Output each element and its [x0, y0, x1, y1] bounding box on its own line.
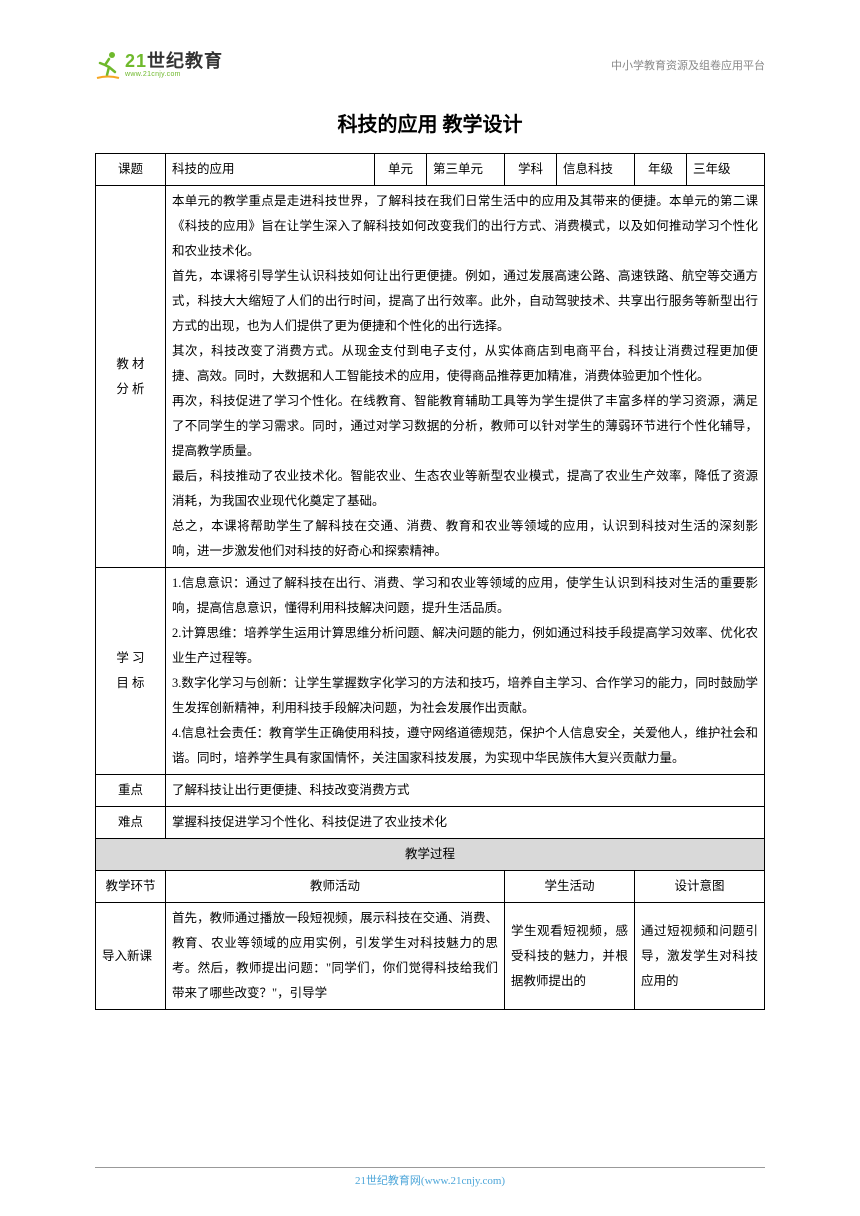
label-topic: 课题: [96, 154, 166, 186]
page-title: 科技的应用 教学设计: [95, 108, 765, 137]
runner-icon: [95, 50, 121, 80]
intent-1: 通过短视频和问题引导，激发学生对科技应用的: [635, 903, 765, 1010]
logo: 21世纪教育 www.21cnjy.com: [95, 50, 223, 80]
material-row: 教 材 分 析 本单元的教学重点是走进科技世界，了解科技在我们日常生活中的应用及…: [96, 186, 765, 568]
page-header: 21世纪教育 www.21cnjy.com 中小学教育资源及组卷应用平台: [95, 50, 765, 80]
col-intent: 设计意图: [635, 871, 765, 903]
col-student: 学生活动: [505, 871, 635, 903]
logo-plain: 世纪教育: [147, 51, 223, 71]
goals-row: 学 习 目 标 1.信息意识：通过了解科技在出行、消费、学习和农业等领域的应用，…: [96, 568, 765, 775]
logo-url: www.21cnjy.com: [125, 71, 223, 78]
difficulty-text: 掌握科技促进学习个性化、科技促进了农业技术化: [166, 807, 765, 839]
header-subtitle: 中小学教育资源及组卷应用平台: [611, 57, 765, 73]
label-material: 教 材 分 析: [96, 186, 166, 568]
focus-text: 了解科技让出行更便捷、科技改变消费方式: [166, 775, 765, 807]
process-header-row: 教学过程: [96, 839, 765, 871]
segment-1: 导入新课: [96, 903, 166, 1010]
label-difficulty: 难点: [96, 807, 166, 839]
difficulty-row: 难点 掌握科技促进学习个性化、科技促进了农业技术化: [96, 807, 765, 839]
value-unit: 第三单元: [427, 154, 505, 186]
focus-row: 重点 了解科技让出行更便捷、科技改变消费方式: [96, 775, 765, 807]
footer-divider: [95, 1167, 765, 1168]
lesson-plan-table: 课题 科技的应用 单元 第三单元 学科 信息科技 年级 三年级 教 材 分 析 …: [95, 153, 765, 1010]
process-row-1: 导入新课 首先，教师通过播放一段短视频，展示科技在交通、消费、教育、农业等领域的…: [96, 903, 765, 1010]
process-header: 教学过程: [96, 839, 765, 871]
student-1: 学生观看短视频，感受科技的魅力，并根据教师提出的: [505, 903, 635, 1010]
logo-accent: 21: [125, 51, 147, 71]
col-segment: 教学环节: [96, 871, 166, 903]
col-teacher: 教师活动: [166, 871, 505, 903]
value-subject: 信息科技: [557, 154, 635, 186]
label-focus: 重点: [96, 775, 166, 807]
material-text: 本单元的教学重点是走进科技世界，了解科技在我们日常生活中的应用及其带来的便捷。本…: [166, 186, 765, 568]
teacher-1: 首先，教师通过播放一段短视频，展示科技在交通、消费、教育、农业等领域的应用实例，…: [166, 903, 505, 1010]
goals-text: 1.信息意识：通过了解科技在出行、消费、学习和农业等领域的应用，使学生认识到科技…: [166, 568, 765, 775]
label-subject: 学科: [505, 154, 557, 186]
label-grade: 年级: [635, 154, 687, 186]
meta-row: 课题 科技的应用 单元 第三单元 学科 信息科技 年级 三年级: [96, 154, 765, 186]
logo-text: 21世纪教育 www.21cnjy.com: [125, 52, 223, 78]
label-goals: 学 习 目 标: [96, 568, 166, 775]
value-grade: 三年级: [687, 154, 765, 186]
label-unit: 单元: [375, 154, 427, 186]
process-columns-row: 教学环节 教师活动 学生活动 设计意图: [96, 871, 765, 903]
value-topic: 科技的应用: [166, 154, 375, 186]
footer-text: 21世纪教育网(www.21cnjy.com): [0, 1172, 860, 1188]
